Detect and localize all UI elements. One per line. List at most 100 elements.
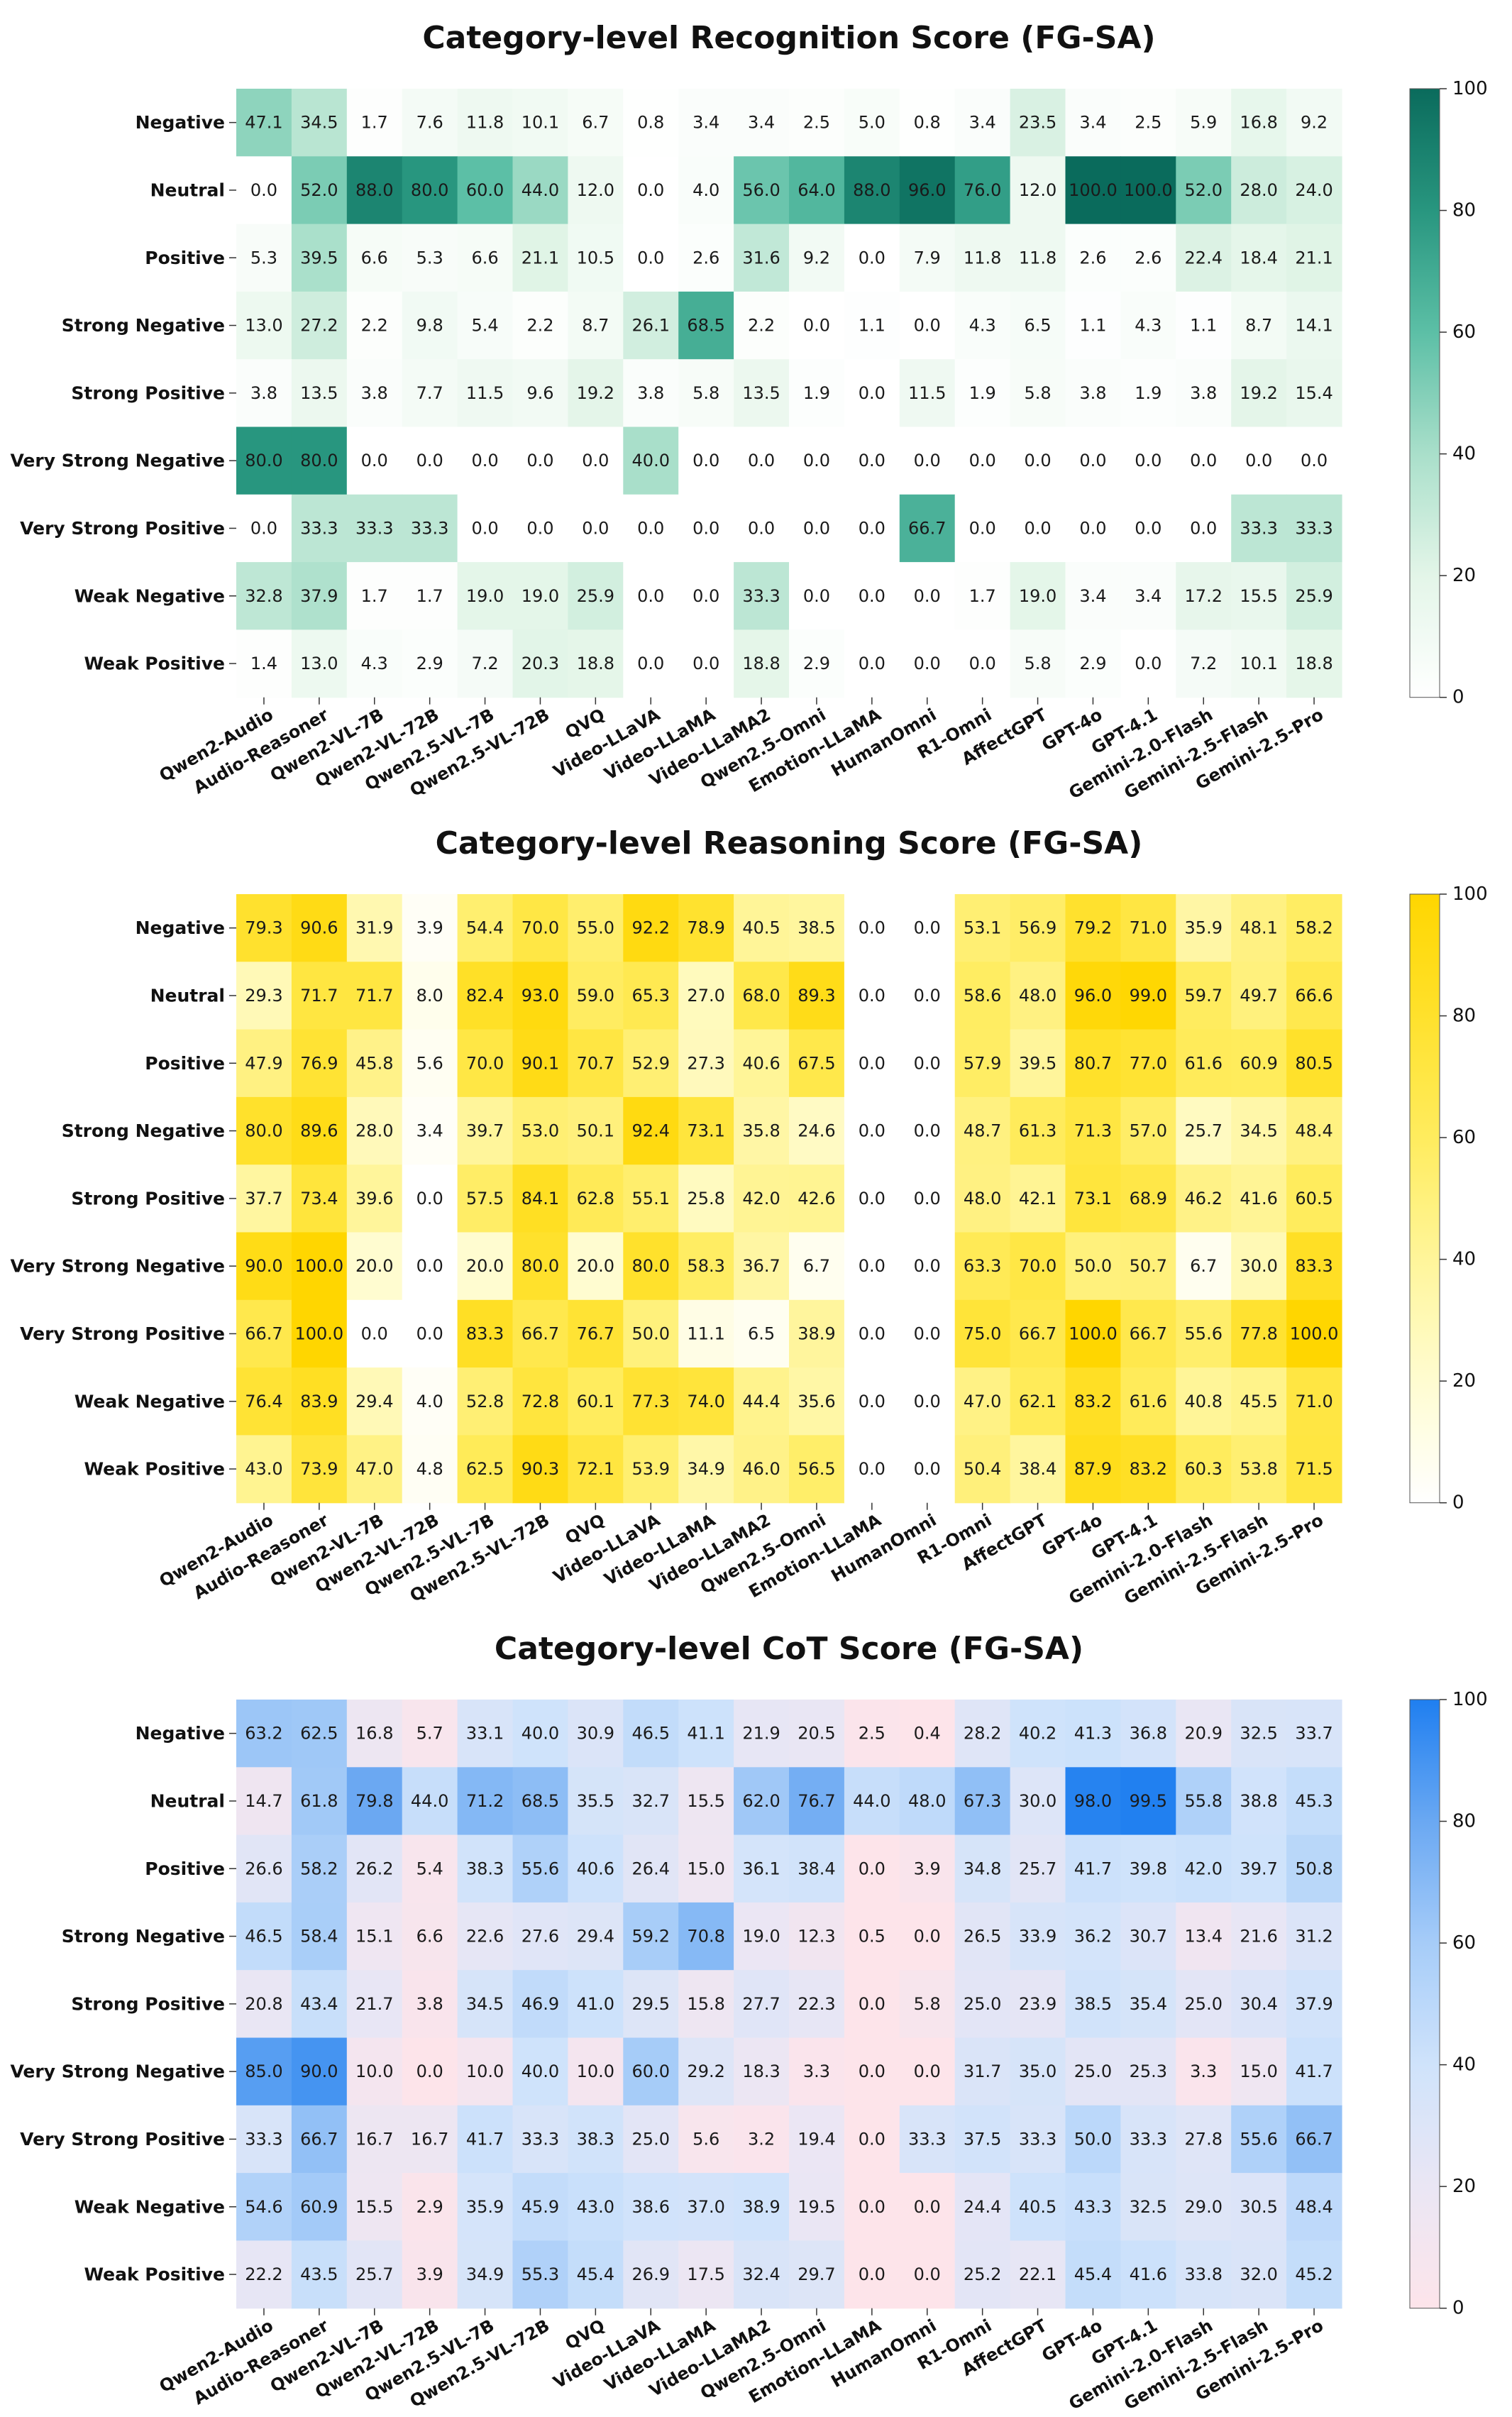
cell-value-label: 33.3 — [245, 2129, 282, 2149]
heatmap-cell — [291, 629, 348, 698]
heatmap-cell — [1010, 2037, 1066, 2106]
cell-value-label: 0.0 — [859, 1121, 885, 1141]
cell-value-label: 0.0 — [914, 1323, 941, 1343]
cell-value-label: 6.6 — [361, 248, 388, 268]
heatmap-cell — [512, 962, 568, 1030]
heatmap-cell — [457, 2173, 514, 2241]
cell-value-label: 6.6 — [471, 248, 498, 268]
heatmap-cell — [402, 89, 458, 157]
cell-value-label: 71.5 — [1295, 1459, 1332, 1479]
cell-value-label: 35.9 — [1185, 918, 1223, 938]
heatmap-cell — [1176, 962, 1232, 1030]
heatmap-cell — [236, 1767, 292, 1836]
heatmap-cell — [678, 1165, 734, 1233]
colorbar-tick-label: 100 — [1452, 1689, 1488, 1710]
heatmap-cell — [1286, 1767, 1342, 1836]
cell-value-label: 21.1 — [1295, 248, 1332, 268]
cell-value-label: 58.6 — [964, 986, 1001, 1006]
heatmap-cell — [899, 1834, 956, 1903]
heatmap-cell — [844, 1367, 900, 1436]
heatmap-cell — [1176, 629, 1232, 698]
heatmap-cell — [623, 224, 679, 292]
cell-value-label: 0.0 — [637, 180, 664, 200]
heatmap-cell — [678, 1367, 734, 1436]
cell-value-label: 26.9 — [632, 2264, 670, 2284]
heatmap-cell — [734, 89, 790, 157]
heatmap-cell — [291, 359, 348, 428]
heatmap-cell — [678, 2173, 734, 2241]
cell-value-label: 30.0 — [1019, 1791, 1056, 1811]
cell-value-label: 59.7 — [1185, 986, 1223, 1006]
cell-value-label: 6.6 — [416, 1927, 443, 1947]
heatmap-cell — [1065, 1970, 1121, 2039]
cell-value-label: 71.7 — [300, 986, 338, 1006]
cell-value-label: 45.2 — [1295, 2264, 1332, 2284]
row-label: Strong Negative — [62, 1926, 225, 1947]
colorbar-tick-label: 0 — [1452, 687, 1464, 708]
cell-value-label: 90.0 — [300, 2061, 338, 2081]
heatmap-cell — [1010, 562, 1066, 630]
heatmap-cell — [954, 562, 1011, 630]
cell-value-label: 0.0 — [914, 451, 941, 470]
heatmap-cell — [1176, 1970, 1232, 2039]
cell-value-label: 0.0 — [692, 586, 719, 606]
cell-value-label: 35.8 — [742, 1121, 780, 1141]
heatmap-cell — [1065, 1767, 1121, 1836]
heatmap-cell — [346, 894, 403, 962]
heatmap-cell — [623, 1096, 679, 1165]
cell-value-label: 43.0 — [245, 1459, 282, 1479]
row-label: Neutral — [150, 1790, 225, 1811]
cell-value-label: 30.0 — [1240, 1256, 1277, 1276]
heatmap-cell — [1010, 156, 1066, 225]
cell-value-label: 31.7 — [964, 2061, 1001, 2081]
heatmap-cell — [1120, 1700, 1176, 1768]
cell-value-label: 47.1 — [245, 113, 282, 133]
heatmap-cell — [346, 1435, 403, 1504]
cell-value-label: 34.5 — [300, 113, 338, 133]
cell-value-label: 89.6 — [300, 1121, 338, 1141]
cell-value-label: 0.0 — [859, 2264, 885, 2284]
heatmap-cell — [954, 426, 1011, 495]
heatmap-cell — [844, 156, 900, 225]
cell-value-label: 0.0 — [250, 180, 277, 200]
cell-value-label: 46.5 — [245, 1927, 282, 1947]
heatmap-cell — [568, 1970, 624, 2039]
cell-value-label: 55.0 — [577, 918, 614, 938]
heatmap-cell — [1065, 2240, 1121, 2309]
cell-value-label: 60.0 — [466, 180, 504, 200]
cell-value-label: 3.8 — [416, 1994, 443, 2014]
heatmap-cell — [1286, 156, 1342, 225]
heatmap-cell — [291, 2105, 348, 2174]
heatmap-cell — [1286, 1700, 1342, 1768]
heatmap-cell — [236, 629, 292, 698]
heatmap-cell — [1176, 1029, 1232, 1098]
cell-value-label: 63.2 — [245, 1724, 282, 1744]
heatmap-cell — [291, 894, 348, 962]
cell-value-label: 7.6 — [416, 113, 443, 133]
cell-value-label: 16.8 — [355, 1724, 393, 1744]
cell-value-label: 26.5 — [964, 1927, 1001, 1947]
heatmap-panel-2: Category-level Reasoning Score (FG-SA) 79… — [10, 825, 1487, 1609]
cell-value-label: 66.7 — [522, 1323, 559, 1343]
cell-value-label: 32.7 — [632, 1791, 670, 1811]
heatmap-cell — [1286, 1232, 1342, 1301]
cell-value-label: 45.5 — [1240, 1392, 1277, 1411]
cell-value-label: 53.1 — [964, 918, 1001, 938]
heatmap-cell — [1010, 1096, 1066, 1165]
heatmap-cell — [402, 629, 458, 698]
heatmap-cell — [236, 224, 292, 292]
heatmap-cell — [734, 1299, 790, 1368]
heatmap-cell — [1231, 962, 1287, 1030]
cell-value-label: 0.0 — [859, 2129, 885, 2149]
cell-value-label: 2.9 — [416, 2197, 443, 2217]
heatmap-cell — [789, 1299, 845, 1368]
cell-value-label: 58.4 — [300, 1927, 338, 1947]
cell-value-label: 48.7 — [964, 1121, 1001, 1141]
cell-value-label: 50.0 — [1074, 2129, 1112, 2149]
cell-value-label: 0.0 — [859, 654, 885, 673]
heatmap-cell — [789, 1834, 845, 1903]
cell-value-label: 84.1 — [522, 1189, 559, 1208]
heatmap-cell — [457, 1096, 514, 1165]
cell-value-label: 32.4 — [742, 2264, 780, 2284]
cell-value-label: 5.4 — [416, 1859, 443, 1878]
